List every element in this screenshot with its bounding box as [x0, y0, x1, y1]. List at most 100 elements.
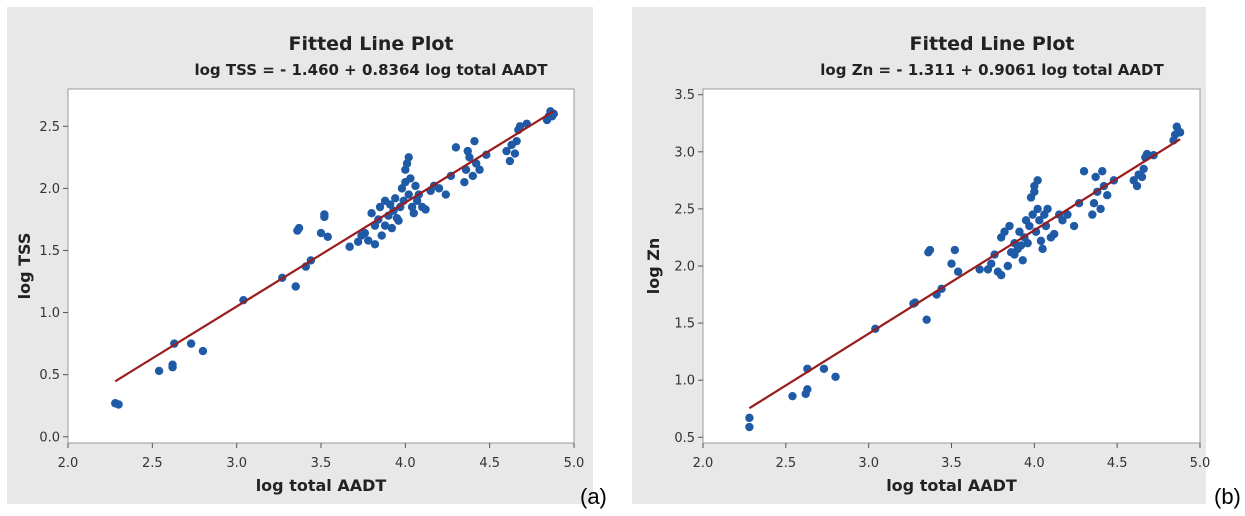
data-point — [360, 228, 370, 238]
data-point — [1038, 244, 1047, 254]
data-point — [1142, 149, 1152, 159]
data-point — [380, 221, 390, 230]
data-point — [421, 205, 430, 214]
data-point — [1035, 216, 1044, 225]
data-point — [316, 228, 326, 238]
data-point — [1028, 210, 1037, 219]
data-point — [385, 200, 395, 209]
data-point — [831, 372, 840, 381]
x-tick-label: 5.0 — [564, 456, 585, 471]
data-point — [441, 190, 451, 199]
data-point — [294, 223, 304, 233]
data-point — [406, 174, 415, 183]
panel-label-a: (a) — [580, 484, 607, 509]
x-axis-label: log total AADT — [886, 476, 1017, 495]
data-point — [291, 282, 300, 291]
data-point — [391, 194, 400, 203]
data-point — [947, 259, 956, 268]
y-tick-label: 0.5 — [39, 368, 60, 383]
data-point — [1089, 198, 1099, 208]
data-point — [745, 413, 754, 423]
data-point — [1058, 216, 1067, 225]
data-point — [1050, 229, 1059, 239]
data-point — [819, 364, 829, 373]
data-point — [502, 146, 511, 156]
data-point — [1033, 204, 1042, 214]
data-point — [1033, 176, 1042, 185]
data-point — [1023, 238, 1032, 248]
data-point — [1025, 221, 1034, 231]
chart-b: Fitted Line Plot log Zn = - 1.311 + 0.906… — [632, 7, 1211, 504]
data-point — [1098, 167, 1107, 176]
x-axis-label: log total AADT — [256, 476, 387, 495]
x-tick-label: 2.5 — [775, 456, 796, 471]
panel-label-b: (b) — [1214, 484, 1241, 509]
y-tick-label: 3.5 — [674, 88, 695, 103]
data-point — [168, 360, 177, 369]
y-tick-label: 2.0 — [674, 260, 695, 275]
data-point — [925, 245, 935, 255]
data-point — [515, 122, 525, 131]
data-point — [468, 171, 477, 181]
y-tick-label: 3.0 — [674, 145, 695, 160]
data-point — [1137, 172, 1147, 182]
data-point — [1000, 227, 1009, 236]
plot-area — [67, 88, 575, 444]
x-tick-label: 2.0 — [58, 456, 79, 471]
data-point — [950, 245, 960, 255]
data-point — [375, 202, 385, 212]
data-point — [465, 153, 474, 162]
data-point — [1132, 181, 1142, 191]
data-point — [154, 366, 164, 376]
x-tick-label: 3.0 — [226, 456, 247, 471]
data-point — [1043, 204, 1052, 214]
x-tick-label: 4.0 — [395, 456, 416, 471]
y-tick-label: 0.5 — [674, 431, 695, 446]
data-point — [475, 165, 484, 174]
data-point — [1091, 172, 1100, 182]
data-point — [364, 236, 373, 245]
x-tick-label: 2.0 — [693, 456, 714, 471]
x-tick-label: 3.5 — [311, 456, 332, 471]
y-tick-label: 1.0 — [39, 306, 60, 321]
data-point — [370, 240, 380, 249]
data-point — [397, 184, 407, 193]
chart-panel-b: Fitted Line Plot log Zn = - 1.311 + 0.906… — [625, 0, 1245, 511]
y-axis-label: log TSS — [15, 233, 34, 300]
data-point — [975, 265, 984, 274]
chart-panel-a: Fitted Line Plot log TSS = - 1.460 + 0.83… — [0, 0, 620, 511]
chart-title: Fitted Line Plot — [289, 33, 454, 55]
x-tick-label: 5.0 — [1190, 456, 1211, 471]
data-point — [987, 259, 996, 268]
fitted-line — [114, 110, 555, 383]
data-point — [997, 270, 1006, 280]
data-point — [1103, 191, 1112, 200]
data-point — [345, 242, 354, 251]
chart-a: Fitted Line Plot log TSS = - 1.460 + 0.83… — [7, 7, 593, 504]
data-point — [1079, 167, 1089, 176]
data-point — [1088, 210, 1097, 219]
data-point — [1018, 256, 1027, 265]
x-tick-label: 2.5 — [142, 456, 163, 471]
data-point — [1063, 210, 1072, 219]
data-point — [353, 237, 363, 246]
data-point — [505, 156, 515, 166]
y-tick-label: 1.5 — [39, 244, 60, 259]
x-tick-label: 3.5 — [941, 456, 962, 471]
data-point — [404, 153, 413, 162]
data-point — [460, 177, 469, 187]
data-point — [1175, 128, 1185, 137]
chart-subtitle: log TSS = - 1.460 + 0.8364 log total AAD… — [194, 61, 548, 79]
data-point — [1036, 236, 1046, 246]
data-point — [510, 149, 520, 158]
y-tick-label: 2.5 — [39, 120, 60, 135]
y-tick-label: 2.0 — [39, 182, 60, 197]
fitted-line — [748, 138, 1181, 410]
data-point — [1005, 221, 1014, 231]
x-tick-label: 4.5 — [479, 456, 500, 471]
y-tick-label: 0.0 — [39, 430, 60, 445]
data-point — [1016, 241, 1026, 250]
data-point — [1003, 261, 1013, 271]
data-point — [320, 210, 329, 219]
y-axis-label: log Zn — [644, 238, 663, 295]
